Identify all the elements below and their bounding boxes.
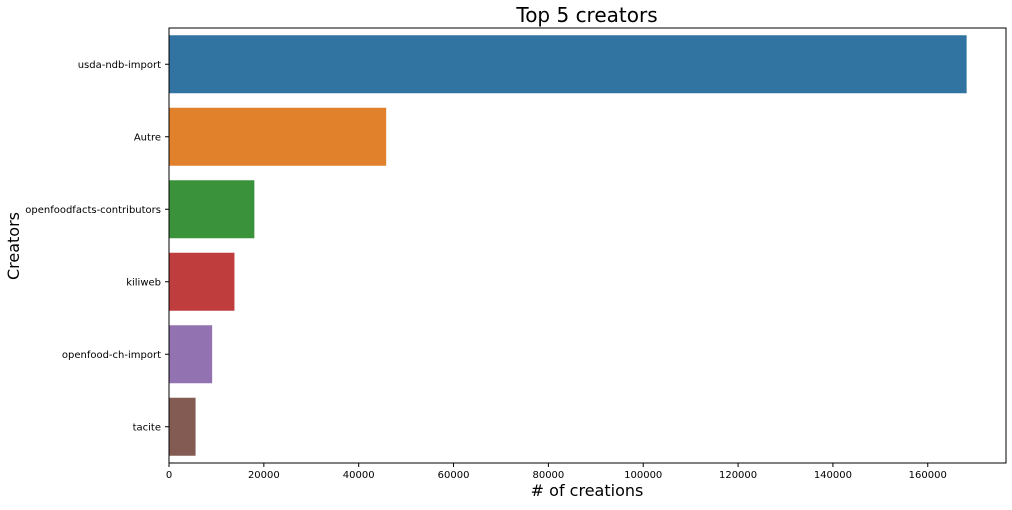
bar-openfoodfacts-contributors — [169, 180, 255, 239]
y-tick-label: Autre — [134, 132, 161, 143]
x-tick-label: 160000 — [909, 470, 947, 481]
bar-Autre — [169, 107, 387, 166]
y-tick-label: usda-ndb-import — [78, 60, 161, 71]
y-axis-ticks: usda-ndb-import Autre openfoodfacts-contri… — [25, 60, 169, 433]
bar-usda-ndb-import — [169, 35, 967, 94]
y-tick-label: openfoodfacts-contributors — [25, 205, 161, 216]
x-tick-label: 60000 — [438, 470, 470, 481]
x-tick-label: 40000 — [343, 470, 375, 481]
bars-layer — [169, 35, 967, 456]
bar-kiliweb — [169, 252, 235, 311]
x-axis-ticks: 0 20000 40000 60000 80000 100000 120000 140000 1… — [166, 463, 947, 481]
y-tick-label: kiliweb — [126, 277, 161, 288]
x-tick-label: 120000 — [719, 470, 757, 481]
chart-title: Top 5 creators — [515, 3, 657, 27]
bar-tacite — [169, 397, 196, 456]
y-tick-label: openfood-ch-import — [62, 350, 161, 361]
bar-openfood-ch-import — [169, 325, 213, 384]
y-axis-label: Creators — [4, 212, 23, 280]
x-tick-label: 140000 — [814, 470, 852, 481]
x-tick-label: 100000 — [624, 470, 662, 481]
x-axis-label: # of creations — [531, 481, 644, 500]
x-tick-label: 20000 — [248, 470, 280, 481]
x-tick-label: 0 — [166, 470, 172, 481]
plot-frame — [168, 27, 1007, 464]
x-tick-label: 80000 — [532, 470, 564, 481]
y-tick-label: tacite — [133, 422, 161, 433]
